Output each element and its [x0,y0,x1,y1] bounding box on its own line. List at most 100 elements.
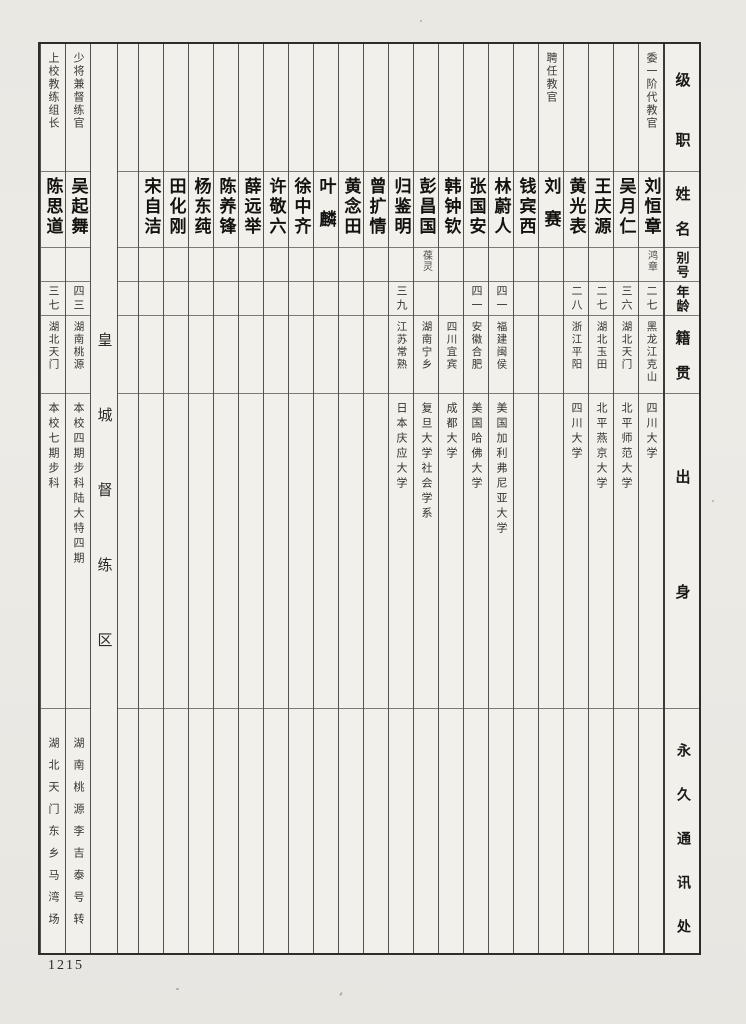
scan-speckle [420,20,422,22]
header-background: 出身 [665,394,699,709]
cell-native [118,316,138,394]
cell-name: 宋自洁 [139,172,163,248]
region-divider-cell: 皇城督练区 [91,44,117,953]
cell-age [539,282,563,316]
cell-name: 吴月仁 [614,172,638,248]
cell-address [118,709,138,953]
age-text: 二七 [645,285,657,313]
cell-name: 薛远举 [239,172,263,248]
address-text: 湖南桃源李吉泰号转 [72,737,84,935]
page-number: 1215 [48,958,84,973]
age-text: 三七 [47,285,59,313]
age-text: 四一 [470,285,482,313]
cell-name: 杨东莼 [189,172,213,248]
cell-age: 二八 [564,282,588,316]
person-column: 黄光表 二八 浙江平阳 四川大学 [563,44,588,953]
cell-native: 福建闽侯 [489,316,513,394]
cell-rank [439,44,463,172]
name-text: 陈思道 [43,177,63,237]
cell-address [489,709,513,953]
person-column: 钱宾西 [513,44,538,953]
cell-name: 曾扩情 [364,172,388,248]
cell-age [514,282,538,316]
name-text: 徐中齐 [291,177,311,237]
person-column: 田化刚 [163,44,188,953]
name-text: 许敬六 [266,177,286,237]
cell-background: 北平师范大学 [614,394,638,709]
cell-native [139,316,163,394]
cell-alias [118,248,138,282]
header-native-place-label: 籍贯 [673,330,690,394]
cell-alias [264,248,288,282]
cell-background [339,394,363,709]
cell-native: 四川宜宾 [439,316,463,394]
name-text: 韩钟钦 [441,177,461,237]
cell-name: 归鉴明 [389,172,413,248]
background-text: 本校四期步科陆大特四期 [72,402,84,567]
cell-native [214,316,238,394]
scan-speckle [339,991,343,997]
cell-alias [314,248,338,282]
cell-name: 陈思道 [41,172,65,248]
cell-alias: 鸿章 [639,248,663,282]
cell-address [389,709,413,953]
cell-address [364,709,388,953]
cell-name: 叶麟 [314,172,338,248]
cell-name [118,172,138,248]
person-column: 王庆源 二七 湖北玉田 北平燕京大学 [588,44,613,953]
cell-name: 黄念田 [339,172,363,248]
header-rank-label: 级职 [673,72,690,172]
cell-address [314,709,338,953]
background-text: 北平燕京大学 [595,402,607,492]
cell-address [189,709,213,953]
name-text: 陈养锋 [216,177,236,237]
cell-age [289,282,313,316]
name-text: 彭昌国 [416,177,436,237]
cell-alias [589,248,613,282]
cell-address [289,709,313,953]
name-text: 田化刚 [166,177,186,237]
age-text: 四三 [72,285,84,313]
native-text: 四川宜宾 [445,321,457,371]
cell-alias [514,248,538,282]
cell-age: 三六 [614,282,638,316]
name-text: 曾扩情 [366,177,386,237]
cell-alias [389,248,413,282]
cell-background: 美国哈佛大学 [464,394,488,709]
person-column: 聘任教官 刘赛 [538,44,563,953]
cell-alias [364,248,388,282]
cell-rank [389,44,413,172]
person-column [117,44,138,953]
person-column: 宋自洁 [138,44,163,953]
header-address-label: 永久通讯处 [675,743,690,953]
name-text: 吴起舞 [68,177,88,237]
cell-native: 江苏常熟 [389,316,413,394]
cell-alias [66,248,90,282]
cell-native [164,316,188,394]
cell-native: 湖南宁乡 [414,316,438,394]
cell-rank [514,44,538,172]
cell-native [314,316,338,394]
person-column: 徐中齐 [288,44,313,953]
cell-background [364,394,388,709]
cell-alias [539,248,563,282]
native-text: 福建闽侯 [495,321,507,371]
header-rank: 级职 [665,44,699,172]
header-age-label: 年龄 [674,285,690,313]
person-column: 薛远举 [238,44,263,953]
person-column: 吴月仁 三六 湖北天门 北平师范大学 [613,44,638,953]
cell-background: 本校七期步科 [41,394,65,709]
cell-address [539,709,563,953]
cell-name: 彭昌国 [414,172,438,248]
cell-name: 张国安 [464,172,488,248]
cell-name: 刘赛 [539,172,563,248]
person-column: 杨东莼 [188,44,213,953]
name-text: 宋自洁 [141,177,161,237]
header-age: 年龄 [665,282,699,316]
cell-background: 成都大学 [439,394,463,709]
cell-background: 日本庆应大学 [389,394,413,709]
person-column: 陈养锋 [213,44,238,953]
cell-background [314,394,338,709]
background-text: 美国加利弗尼亚大学 [495,402,507,537]
header-column: 级职 姓名 别号 年龄 籍贯 出身 永久通讯处 [663,44,699,953]
